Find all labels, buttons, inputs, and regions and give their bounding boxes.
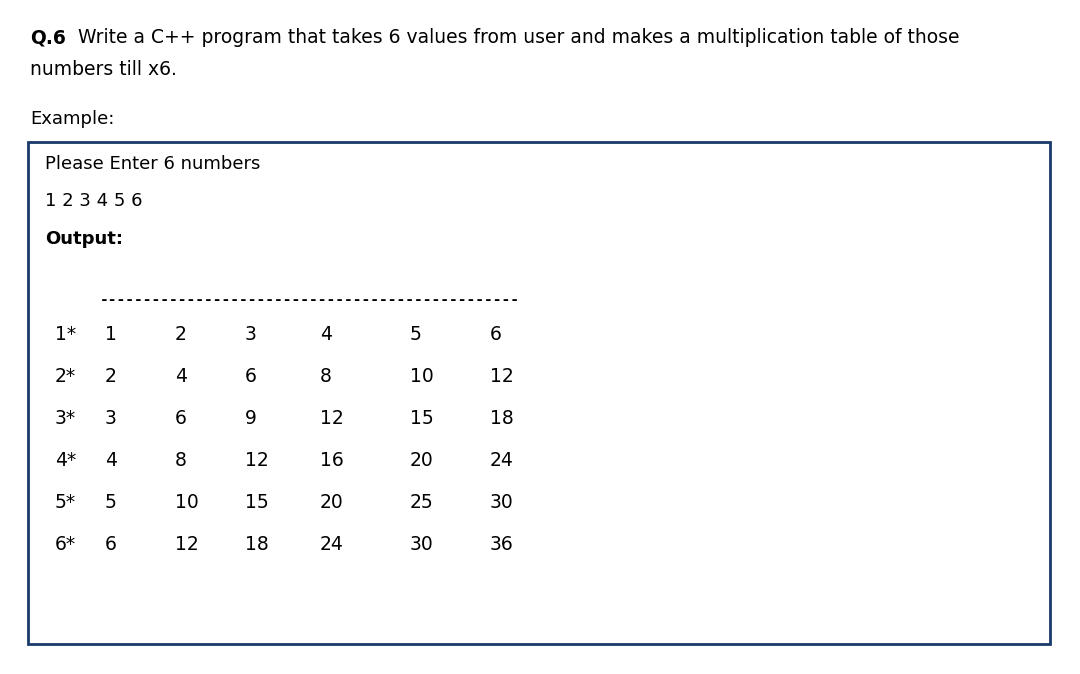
Text: Output:: Output: bbox=[45, 230, 123, 248]
Text: 3*: 3* bbox=[55, 409, 76, 428]
Text: 25: 25 bbox=[410, 493, 434, 512]
Text: 8: 8 bbox=[175, 451, 187, 470]
Text: 15: 15 bbox=[245, 493, 269, 512]
Text: 5: 5 bbox=[105, 493, 117, 512]
Text: 1: 1 bbox=[105, 325, 117, 344]
Text: 4*: 4* bbox=[55, 451, 77, 470]
Text: numbers till x6.: numbers till x6. bbox=[30, 60, 177, 79]
Text: 6: 6 bbox=[490, 325, 502, 344]
Text: 18: 18 bbox=[245, 535, 269, 554]
Text: 30: 30 bbox=[490, 493, 514, 512]
Text: Please Enter 6 numbers: Please Enter 6 numbers bbox=[45, 155, 260, 173]
Text: 18: 18 bbox=[490, 409, 514, 428]
Text: 16: 16 bbox=[320, 451, 343, 470]
Text: 3: 3 bbox=[245, 325, 257, 344]
Text: 15: 15 bbox=[410, 409, 434, 428]
Text: 9: 9 bbox=[245, 409, 257, 428]
Text: 12: 12 bbox=[490, 367, 514, 386]
Text: 6: 6 bbox=[105, 535, 117, 554]
Text: 2: 2 bbox=[175, 325, 187, 344]
Text: 30: 30 bbox=[410, 535, 434, 554]
Text: 3: 3 bbox=[105, 409, 117, 428]
Text: 6*: 6* bbox=[55, 535, 76, 554]
Text: 8: 8 bbox=[320, 367, 332, 386]
Text: 5: 5 bbox=[410, 325, 422, 344]
Text: 2*: 2* bbox=[55, 367, 76, 386]
Text: Q.6: Q.6 bbox=[30, 28, 66, 47]
Text: 12: 12 bbox=[320, 409, 343, 428]
Text: 6: 6 bbox=[245, 367, 257, 386]
Text: 6: 6 bbox=[175, 409, 187, 428]
Text: 4: 4 bbox=[105, 451, 117, 470]
Text: 36: 36 bbox=[490, 535, 514, 554]
Text: 1*: 1* bbox=[55, 325, 76, 344]
Text: 2: 2 bbox=[105, 367, 117, 386]
Text: 20: 20 bbox=[320, 493, 343, 512]
Text: 24: 24 bbox=[490, 451, 514, 470]
Text: 10: 10 bbox=[175, 493, 199, 512]
Text: 24: 24 bbox=[320, 535, 343, 554]
Text: 5*: 5* bbox=[55, 493, 76, 512]
Text: Example:: Example: bbox=[30, 110, 114, 128]
Text: 12: 12 bbox=[245, 451, 269, 470]
Text: 20: 20 bbox=[410, 451, 434, 470]
Text: Write a C++ program that takes 6 values from user and makes a multiplication tab: Write a C++ program that takes 6 values … bbox=[72, 28, 959, 47]
Text: 1 2 3 4 5 6: 1 2 3 4 5 6 bbox=[45, 192, 143, 210]
Text: 12: 12 bbox=[175, 535, 199, 554]
Text: 10: 10 bbox=[410, 367, 434, 386]
Text: ------------------------------------------------: ----------------------------------------… bbox=[100, 292, 519, 307]
Bar bbox=[28, 142, 1050, 644]
Text: 4: 4 bbox=[320, 325, 332, 344]
Text: 4: 4 bbox=[175, 367, 187, 386]
